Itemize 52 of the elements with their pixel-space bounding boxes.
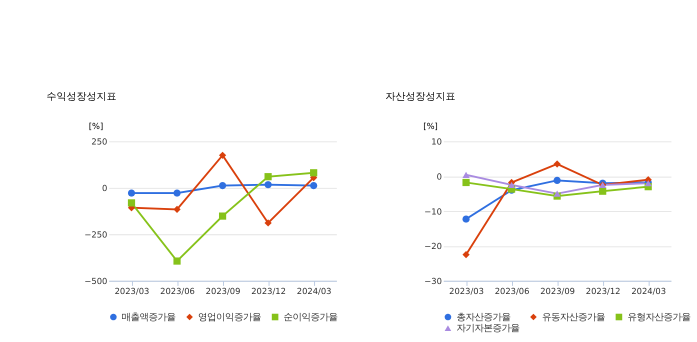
chart-title: 수익성장성지표 <box>46 92 117 103</box>
x-tick-label: 2024/03 <box>296 286 332 296</box>
y-tick-label: −30 <box>424 276 442 286</box>
x-tick-label: 2023/12 <box>251 286 286 296</box>
point <box>554 176 561 184</box>
y-tick-label: 10 <box>431 136 442 147</box>
x-tick-label: 2023/06 <box>160 286 195 296</box>
y-tick-label: 0 <box>436 171 442 182</box>
x-tick-label: 2023/09 <box>540 286 575 296</box>
point <box>264 181 272 188</box>
point <box>264 219 272 227</box>
point <box>462 215 470 223</box>
y-tick-label: −20 <box>424 241 442 252</box>
legend-label: 총자산증가율 <box>456 312 510 323</box>
point <box>218 182 226 190</box>
legend-label: 영업이익증가율 <box>198 312 261 323</box>
y-axis-title: [%] <box>423 120 438 131</box>
y-tick-label: −10 <box>424 206 442 216</box>
y-tick-label: −250 <box>84 230 108 240</box>
x-tick-label: 2023/12 <box>586 286 621 296</box>
x-tick-label: 2024/03 <box>631 286 666 296</box>
point <box>310 182 318 190</box>
point <box>218 212 226 220</box>
point <box>462 178 470 186</box>
x-tick-label: 2023/03 <box>449 286 484 296</box>
x-tick-label: 2023/06 <box>494 286 530 296</box>
legend-label: 순이익증가율 <box>283 312 338 323</box>
x-tick-label: 2023/03 <box>114 286 150 296</box>
y-tick-label: 250 <box>91 136 108 147</box>
legend-label: 유동자산증가율 <box>542 312 605 323</box>
point <box>462 172 470 178</box>
legend-label: 자기자본증가율 <box>456 322 520 334</box>
point <box>173 257 181 265</box>
point <box>554 160 561 168</box>
point <box>218 152 226 159</box>
chart-title: 자산성장성지표 <box>386 92 456 103</box>
point <box>128 189 136 197</box>
legend-label: 유형자산증가율 <box>627 312 690 323</box>
y-tick-label: −500 <box>84 276 108 286</box>
point <box>508 182 516 188</box>
x-tick-label: 2023/09 <box>206 286 240 296</box>
point <box>264 173 272 180</box>
point <box>554 190 561 197</box>
legend-label: 매출액증가율 <box>122 312 176 323</box>
point <box>599 188 606 195</box>
point <box>128 199 136 206</box>
point <box>462 251 470 258</box>
y-tick-label: 0 <box>102 183 108 194</box>
y-axis-title: [%] <box>88 120 104 131</box>
point <box>310 169 318 176</box>
point <box>173 189 181 197</box>
point <box>173 206 181 213</box>
